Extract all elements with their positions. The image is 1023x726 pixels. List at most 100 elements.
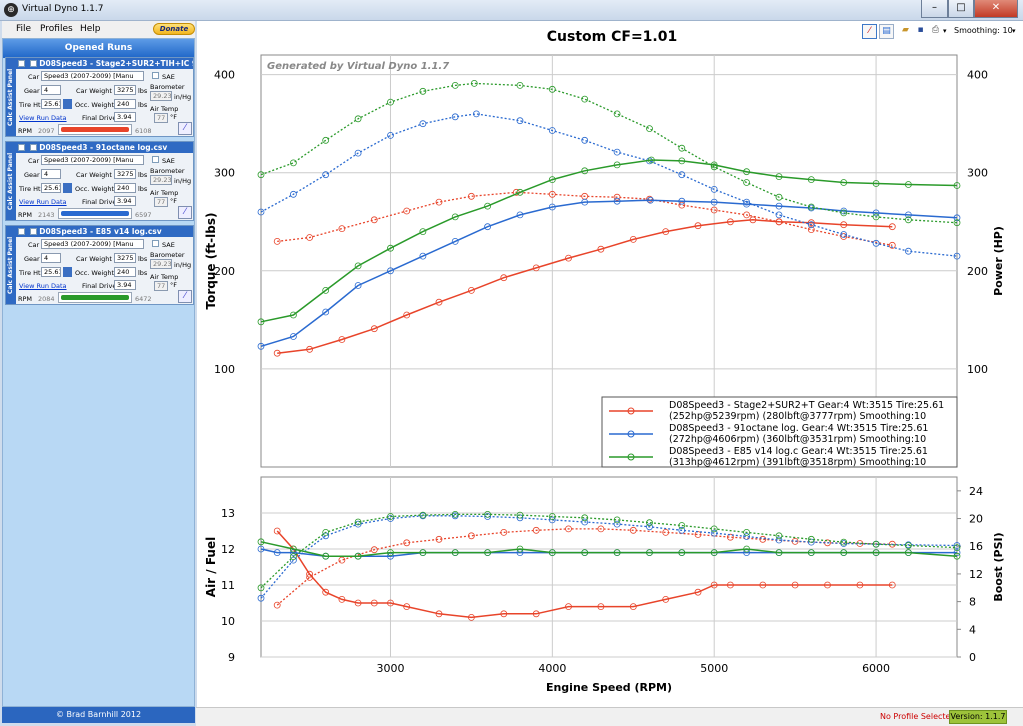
occ-weight-input[interactable]: 240 [114,267,136,277]
calc-assist-tab[interactable]: Calc Assist Panel [6,142,16,220]
y-axis-label: Torque (ft-lbs) [204,213,218,310]
data-point-afr [710,549,718,556]
run-visible-checkbox[interactable] [18,60,25,67]
data-point-boost [322,528,330,536]
menu-profiles[interactable]: Profiles [40,24,73,34]
air-temp-input[interactable]: 77 [154,281,168,291]
air-temp-input[interactable]: 77 [154,113,168,123]
data-point-torque [472,110,480,118]
data-point-afr [387,549,394,556]
data-point-hp [354,262,362,270]
occ-weight-input[interactable]: 240 [114,183,136,193]
data-point-torque [467,192,475,200]
open-folder-icon[interactable]: ▰ [902,25,909,35]
smoothing-selector[interactable]: Smoothing: 10 [954,26,1013,35]
barometer-label: Barometer [150,251,185,259]
gear-select[interactable]: 4 [41,85,61,95]
rpm-label: RPM [18,127,33,135]
data-point-hp [840,179,848,186]
rpm-min: 2084 [38,295,55,303]
run-visible-checkbox[interactable] [18,228,25,235]
data-point-afr [370,599,378,607]
run-select-checkbox[interactable] [29,228,37,235]
run-visible-checkbox[interactable] [18,144,25,151]
barometer-input[interactable]: 29.235 [150,91,172,101]
calc-assist-tab[interactable]: Calc Assist Panel [6,226,16,304]
rpm-range-slider[interactable] [58,124,132,135]
car-weight-input[interactable]: 3275 [114,169,136,179]
run-select-checkbox[interactable] [29,60,37,67]
maximize-button[interactable]: □ [948,0,974,18]
data-point-hp [872,180,880,187]
barometer-input[interactable]: 29.235 [150,175,172,185]
car-select[interactable]: Speed3 (2007-2009) [Manu [41,155,144,165]
graph-options-icon[interactable]: ⁄ [178,206,192,219]
sae-checkbox[interactable] [152,72,159,79]
graph-options-icon[interactable]: ⁄ [178,290,192,303]
air-temp-input[interactable]: 77 [154,197,168,207]
data-point-boost [370,546,378,554]
donate-button[interactable]: Donate [153,23,195,35]
menu-file[interactable]: File [16,24,32,34]
line-style-icon[interactable]: ⁄ [862,24,877,39]
sae-checkbox[interactable] [152,240,159,247]
dyno-chart-area: Custom CF=1.01 ⁄ ▤ ▰ ▪ ⎙ ▾ Smoothing: 10… [197,21,1023,707]
grid-toggle-icon[interactable]: ▤ [879,24,894,39]
view-run-data-link[interactable]: View Run Data [19,282,67,290]
view-run-data-link[interactable]: View Run Data [19,114,67,122]
final-drive-input[interactable]: 3.94 [114,112,136,122]
barometer-input[interactable]: 29.235 [150,259,172,269]
minimize-button[interactable]: – [921,0,948,18]
print-icon[interactable]: ⎙ [931,25,940,35]
gear-select[interactable]: 4 [41,169,61,179]
legend-swatch-marker [627,407,635,415]
occ-weight-input[interactable]: 240 [114,99,136,109]
data-point-hp [338,336,346,343]
smoothing-dropdown-icon[interactable]: ▾ [1012,27,1016,35]
data-point-boost [338,556,346,564]
lbs-unit: lbs [138,185,148,193]
data-point-torque [338,225,346,233]
rpm-label: RPM [18,211,33,219]
tire-label: Tire Ht [19,185,41,193]
data-point-hp [694,222,702,230]
data-point-hp [749,216,757,224]
save-icon[interactable]: ▪ [917,25,924,35]
print-dropdown-icon[interactable]: ▾ [943,27,947,35]
data-point-torque [872,239,880,247]
run-select-checkbox[interactable] [29,144,37,151]
tire-height-input[interactable]: 25.61 [41,183,61,193]
car-weight-input[interactable]: 3275 [114,253,136,263]
car-select[interactable]: Speed3 (2007-2009) [Manu [41,239,144,249]
car-select[interactable]: Speed3 (2007-2009) [Manu [41,71,144,81]
menu-help[interactable]: Help [80,24,101,34]
data-point-torque [548,85,556,93]
gear-select[interactable]: 4 [41,253,61,263]
tire-calc-icon[interactable] [63,183,72,193]
final-drive-input[interactable]: 3.94 [114,196,136,206]
data-point-hp [435,298,443,306]
graph-options-icon[interactable]: ⁄ [178,122,192,135]
view-run-data-link[interactable]: View Run Data [19,198,67,206]
car-weight-input[interactable]: 3275 [114,85,136,95]
data-point-boost [273,601,281,609]
tire-height-input[interactable]: 25.61 [41,99,61,109]
final-drive-input[interactable]: 3.94 [114,280,136,290]
tire-height-input[interactable]: 25.61 [41,267,61,277]
tire-calc-icon[interactable] [63,267,72,277]
sae-checkbox[interactable] [152,156,159,163]
data-point-afr [419,549,427,556]
data-point-hp [370,325,378,333]
calc-assist-tab[interactable]: Calc Assist Panel [6,58,16,136]
tire-calc-icon[interactable] [63,99,72,109]
rpm-range-slider[interactable] [58,292,132,303]
y2-tick-label: 8 [969,596,976,609]
rpm-range-slider[interactable] [58,208,132,219]
data-point-boost [354,520,362,528]
data-point-boost [743,528,750,536]
data-point-torque [840,209,848,217]
data-point-torque [451,113,459,121]
data-point-torque [775,193,783,201]
close-button[interactable]: ✕ [974,0,1018,18]
